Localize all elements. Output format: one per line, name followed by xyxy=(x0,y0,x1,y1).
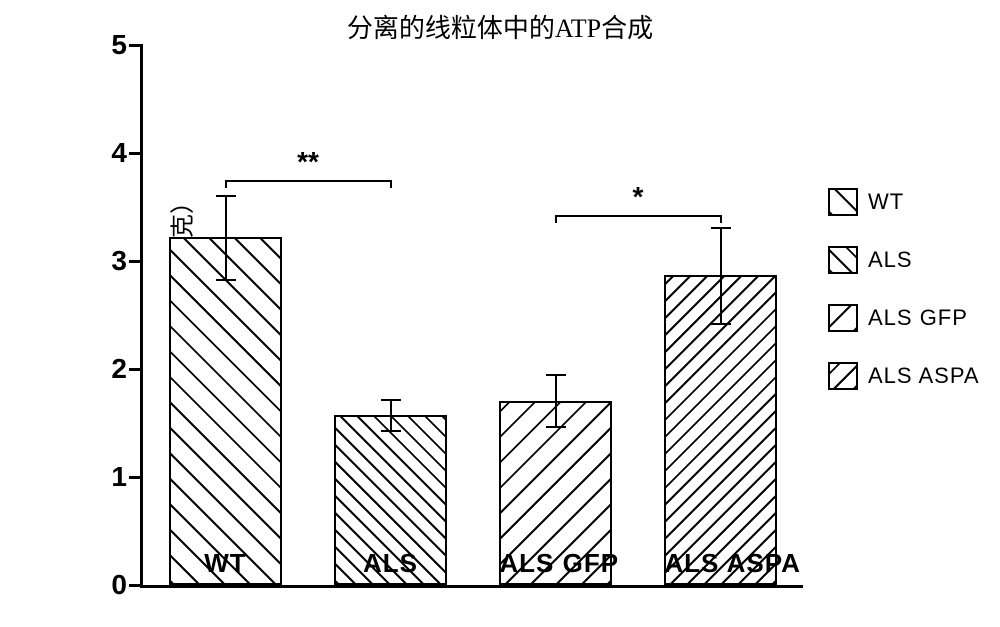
significance-drop xyxy=(720,215,722,223)
y-tick-label: 0 xyxy=(99,569,127,601)
plot-area: 012345WTALSALS GFPALS ASPA*** xyxy=(140,45,803,588)
error-cap xyxy=(546,374,566,376)
bar-label: ALS ASPA xyxy=(664,548,776,579)
bar-label: ALS GFP xyxy=(499,548,611,579)
y-tick xyxy=(129,368,143,371)
legend-item: ALS xyxy=(828,246,988,274)
error-bar xyxy=(720,228,722,324)
y-tick-label: 5 xyxy=(99,29,127,61)
significance-bracket xyxy=(556,215,721,217)
error-cap xyxy=(546,426,566,428)
y-tick xyxy=(129,152,143,155)
figure: 分离的线粒体中的ATP合成 ATP（微米/分钟/微克） 012345WTALSA… xyxy=(0,0,1000,627)
significance-bracket xyxy=(226,180,391,182)
bar-label: WT xyxy=(169,548,281,579)
legend-label: ALS GFP xyxy=(868,305,968,331)
bar xyxy=(169,237,281,585)
legend-swatch xyxy=(828,362,858,390)
error-bar xyxy=(225,196,227,280)
error-cap xyxy=(711,323,731,325)
legend-item: WT xyxy=(828,188,988,216)
significance-label: * xyxy=(608,181,668,213)
legend-swatch xyxy=(828,304,858,332)
y-tick-label: 3 xyxy=(99,245,127,277)
error-bar xyxy=(390,400,392,430)
error-cap xyxy=(381,430,401,432)
error-cap xyxy=(711,227,731,229)
y-tick xyxy=(129,584,143,587)
y-tick xyxy=(129,44,143,47)
legend-item: ALS ASPA xyxy=(828,362,988,390)
error-cap xyxy=(381,399,401,401)
legend-swatch xyxy=(828,188,858,216)
y-tick-label: 4 xyxy=(99,137,127,169)
error-cap xyxy=(216,195,236,197)
chart-title: 分离的线粒体中的ATP合成 xyxy=(0,8,1000,45)
significance-drop xyxy=(225,180,227,188)
error-cap xyxy=(216,279,236,281)
error-bar xyxy=(555,375,557,427)
legend: WT ALS ALS GFP ALS ASPA xyxy=(828,188,988,420)
y-tick-label: 1 xyxy=(99,461,127,493)
legend-label: ALS ASPA xyxy=(868,363,980,389)
y-tick xyxy=(129,260,143,263)
y-tick xyxy=(129,476,143,479)
significance-drop xyxy=(390,180,392,188)
significance-label: ** xyxy=(278,146,338,178)
legend-item: ALS GFP xyxy=(828,304,988,332)
y-tick-label: 2 xyxy=(99,353,127,385)
legend-label: ALS xyxy=(868,247,913,273)
legend-label: WT xyxy=(868,189,904,215)
legend-swatch xyxy=(828,246,858,274)
bar-label: ALS xyxy=(334,548,446,579)
significance-drop xyxy=(555,215,557,223)
